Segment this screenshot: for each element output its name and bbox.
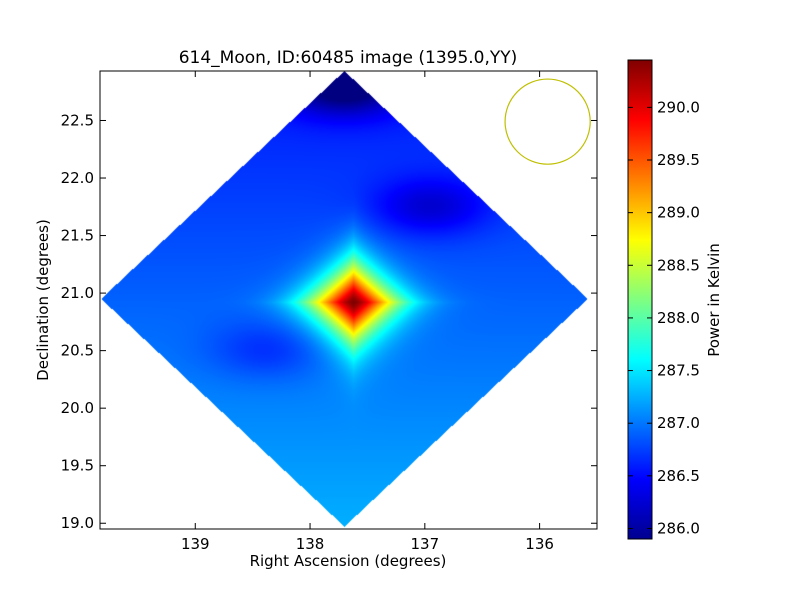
- colorbar-tick-label: 287.5: [657, 362, 700, 380]
- y-tick-label: 19.0: [61, 514, 94, 532]
- plot-area: [100, 71, 597, 529]
- colorbar-tick-label: 288.5: [657, 256, 700, 274]
- x-axis-ticks: 139 138 137 136: [181, 71, 554, 553]
- colorbar-tick-label: 290.0: [657, 98, 700, 116]
- colorbar: 286.0 286.5 287.0 287.5 288.0 288.5 289.0 289.5…: [627, 59, 723, 540]
- colorbar-tick-label: 287.0: [657, 414, 700, 432]
- plot-frame: [99, 70, 598, 530]
- y-axis-label: Declination (degrees): [34, 219, 52, 381]
- y-tick-label: 22.5: [61, 111, 94, 129]
- y-tick-label: 21.0: [61, 284, 94, 302]
- colorbar-tick-label: 289.5: [657, 151, 700, 169]
- y-tick-label: 22.0: [61, 169, 94, 187]
- colorbar-ticks: 286.0 286.5 287.0 287.5 288.0 288.5 289.0 289.5…: [628, 98, 700, 537]
- colorbar-tick-label: 286.0: [657, 519, 700, 537]
- colorbar-tick-label: 289.0: [657, 204, 700, 222]
- y-tick-label: 21.5: [61, 227, 94, 245]
- chart-title: 614_Moon, ID:60485 image (1395.0,YY): [179, 48, 518, 68]
- y-tick-label: 20.0: [61, 399, 94, 417]
- x-tick-label: 138: [296, 535, 325, 553]
- x-axis-label: Right Ascension (degrees): [250, 552, 447, 570]
- x-tick-label: 139: [181, 535, 210, 553]
- x-tick-label: 136: [525, 535, 554, 553]
- beam-circle: [504, 78, 591, 165]
- colorbar-tick-label: 286.5: [657, 467, 700, 485]
- x-tick-label: 137: [411, 535, 440, 553]
- y-tick-label: 19.5: [61, 457, 94, 475]
- colorbar-label: Power in Kelvin: [705, 243, 723, 357]
- heatmap-image: [100, 71, 597, 529]
- colorbar-tick-label: 288.0: [657, 309, 700, 327]
- y-axis-ticks: 19.0 19.5 20.0 20.5 21.0 21.5 22.0 22.5: [61, 111, 597, 532]
- colorbar-gradient: [627, 59, 653, 540]
- y-tick-label: 20.5: [61, 342, 94, 360]
